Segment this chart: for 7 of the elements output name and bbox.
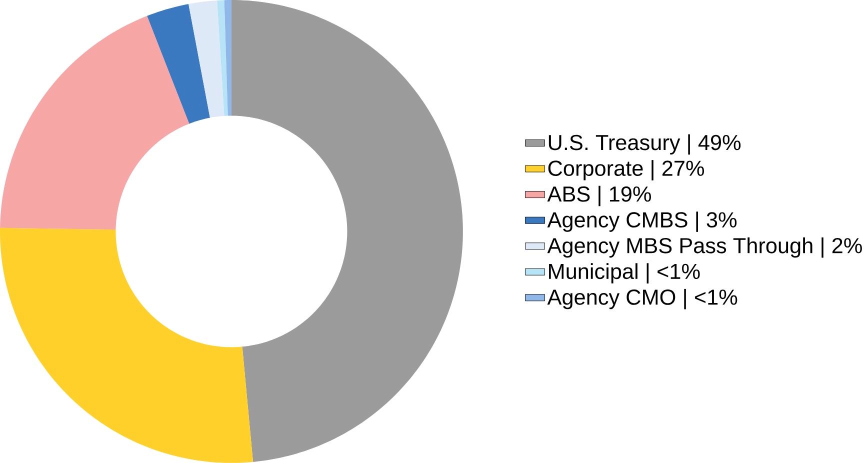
legend-label: Agency CMO | <1% (547, 288, 738, 310)
legend-label: Corporate | 27% (548, 160, 704, 180)
legend-label: U.S. Treasury | 49% (548, 134, 741, 155)
legend-label: ABS | 19% (547, 186, 651, 206)
legend-label: Municipal | <1% (549, 263, 700, 284)
legend-label: Agency CMBS | 3% (547, 212, 737, 232)
legend-label: Agency MBS Pass Through | 2% (547, 237, 862, 258)
